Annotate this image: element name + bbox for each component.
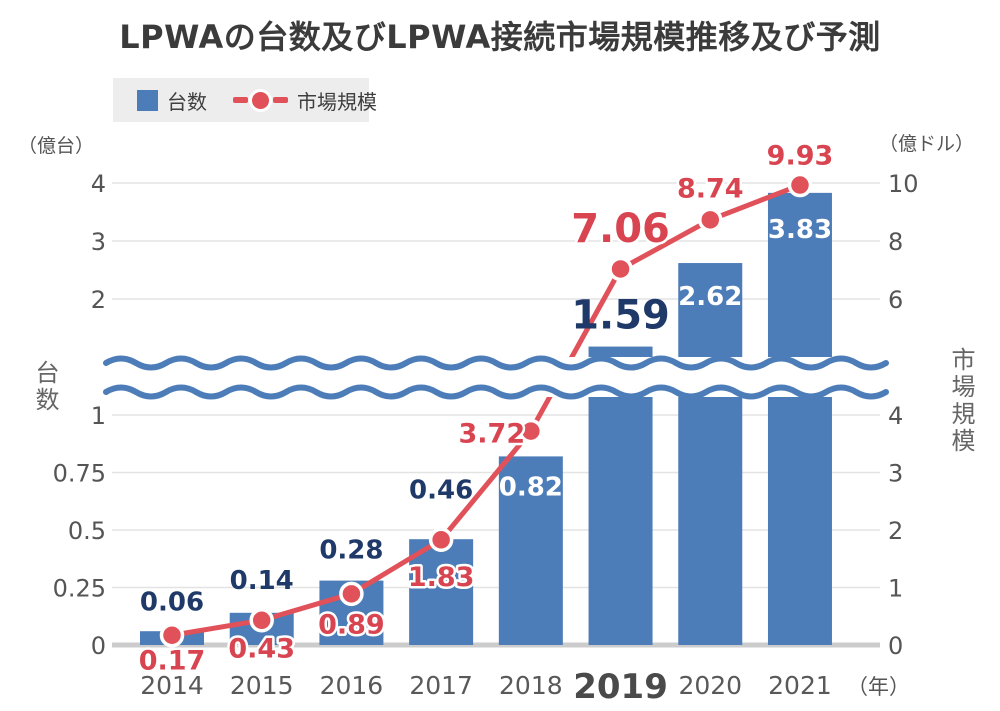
devices-bar-2017: [409, 539, 474, 645]
devices-legend-label: 台数: [167, 89, 207, 114]
right-axis-unit: （億ドル）: [879, 133, 975, 155]
devices-legend-swatch-icon: [137, 89, 158, 111]
axis-break-wave-bottom: [103, 384, 889, 400]
market-legend-swatch-icon: [233, 88, 288, 112]
market-point-2021: [787, 172, 813, 198]
left-axis-tick: 0.5: [68, 517, 106, 545]
line-dash-icon: [233, 97, 248, 103]
right-axis-title: 市場規模: [947, 347, 975, 455]
market-point-2020: [698, 207, 723, 233]
right-axis-tick: 1: [888, 575, 903, 603]
year-label-2015: 2015: [230, 671, 294, 700]
market-line: [169, 182, 803, 638]
right-axis-tick: 8: [888, 228, 903, 256]
market-legend-label: 市場規模: [297, 89, 377, 114]
market-point-2019: [608, 256, 633, 282]
year-label-2017: 2017: [409, 671, 473, 700]
market-value-label-2018: 3.72: [459, 419, 526, 450]
devices-value-label-2014: 0.06: [140, 587, 204, 617]
market-point-2015: [249, 608, 274, 633]
devices-bar-2021: [767, 192, 832, 646]
devices-bar-2020: [678, 263, 743, 645]
right-axis-tick: 10: [888, 170, 919, 198]
market-point-2014: [159, 622, 185, 648]
left-axis-tick: 4: [91, 170, 106, 198]
right-axis-tick: 2: [888, 517, 903, 545]
right-axis-tick: 4: [888, 402, 903, 430]
market-value-label-2021: 9.93: [767, 140, 834, 171]
year-label-2019: 2019: [573, 667, 668, 707]
left-axis-tick: 0: [91, 632, 106, 660]
left-axis-tick: 2: [91, 286, 106, 314]
year-label-2014: 2014: [140, 671, 204, 700]
devices-value-label-2017: 0.46: [409, 475, 473, 505]
line-dash-icon: [273, 97, 288, 103]
market-value-label-2020: 8.74: [677, 173, 744, 204]
axis-break-wave-top: [103, 355, 889, 371]
market-value-label-2015: 0.43: [228, 634, 295, 665]
devices-value-label-2015: 0.14: [230, 566, 294, 596]
year-label-2018: 2018: [499, 671, 563, 700]
x-axis-unit: （年）: [847, 675, 910, 699]
devices-value-label-2018: 0.82: [499, 473, 563, 503]
year-label-2020: 2020: [678, 671, 742, 700]
left-axis-title: 台数: [31, 360, 59, 414]
left-axis-tick: 0.25: [53, 575, 106, 603]
market-value-label-2014: 0.17: [139, 646, 206, 677]
market-value-label-2017: 1.83: [408, 562, 475, 593]
left-axis-tick: 3: [91, 228, 106, 256]
year-label-2016: 2016: [320, 671, 384, 700]
devices-bar-2018: [498, 456, 563, 645]
market-value-label-2016: 0.89: [318, 609, 385, 640]
right-axis-tick: 3: [888, 460, 903, 488]
market-point-2016: [339, 581, 364, 607]
left-axis-tick: 0.75: [53, 460, 106, 488]
market-point-2017: [428, 527, 454, 553]
year-label-2021: 2021: [768, 671, 832, 700]
devices-value-label-2016: 0.28: [319, 536, 383, 566]
left-axis-unit: （億台）: [18, 135, 95, 157]
chart-title: LPWAの台数及びLPWA接続市場規模推移及び予測: [119, 18, 881, 56]
devices-value-label-2020: 2.62: [678, 282, 742, 312]
market-point-2018: [518, 418, 544, 444]
left-axis-tick: 1: [91, 402, 106, 430]
devices-value-label-2021: 3.83: [768, 215, 832, 245]
right-axis-tick: 6: [888, 286, 903, 314]
chart-legend: 台数 市場規模: [113, 78, 377, 122]
market-value-label-2019: 7.06: [571, 206, 670, 252]
right-axis-tick: 0: [888, 632, 903, 660]
devices-value-label-2019: 1.59: [571, 293, 670, 339]
line-dot-icon: [249, 88, 272, 112]
